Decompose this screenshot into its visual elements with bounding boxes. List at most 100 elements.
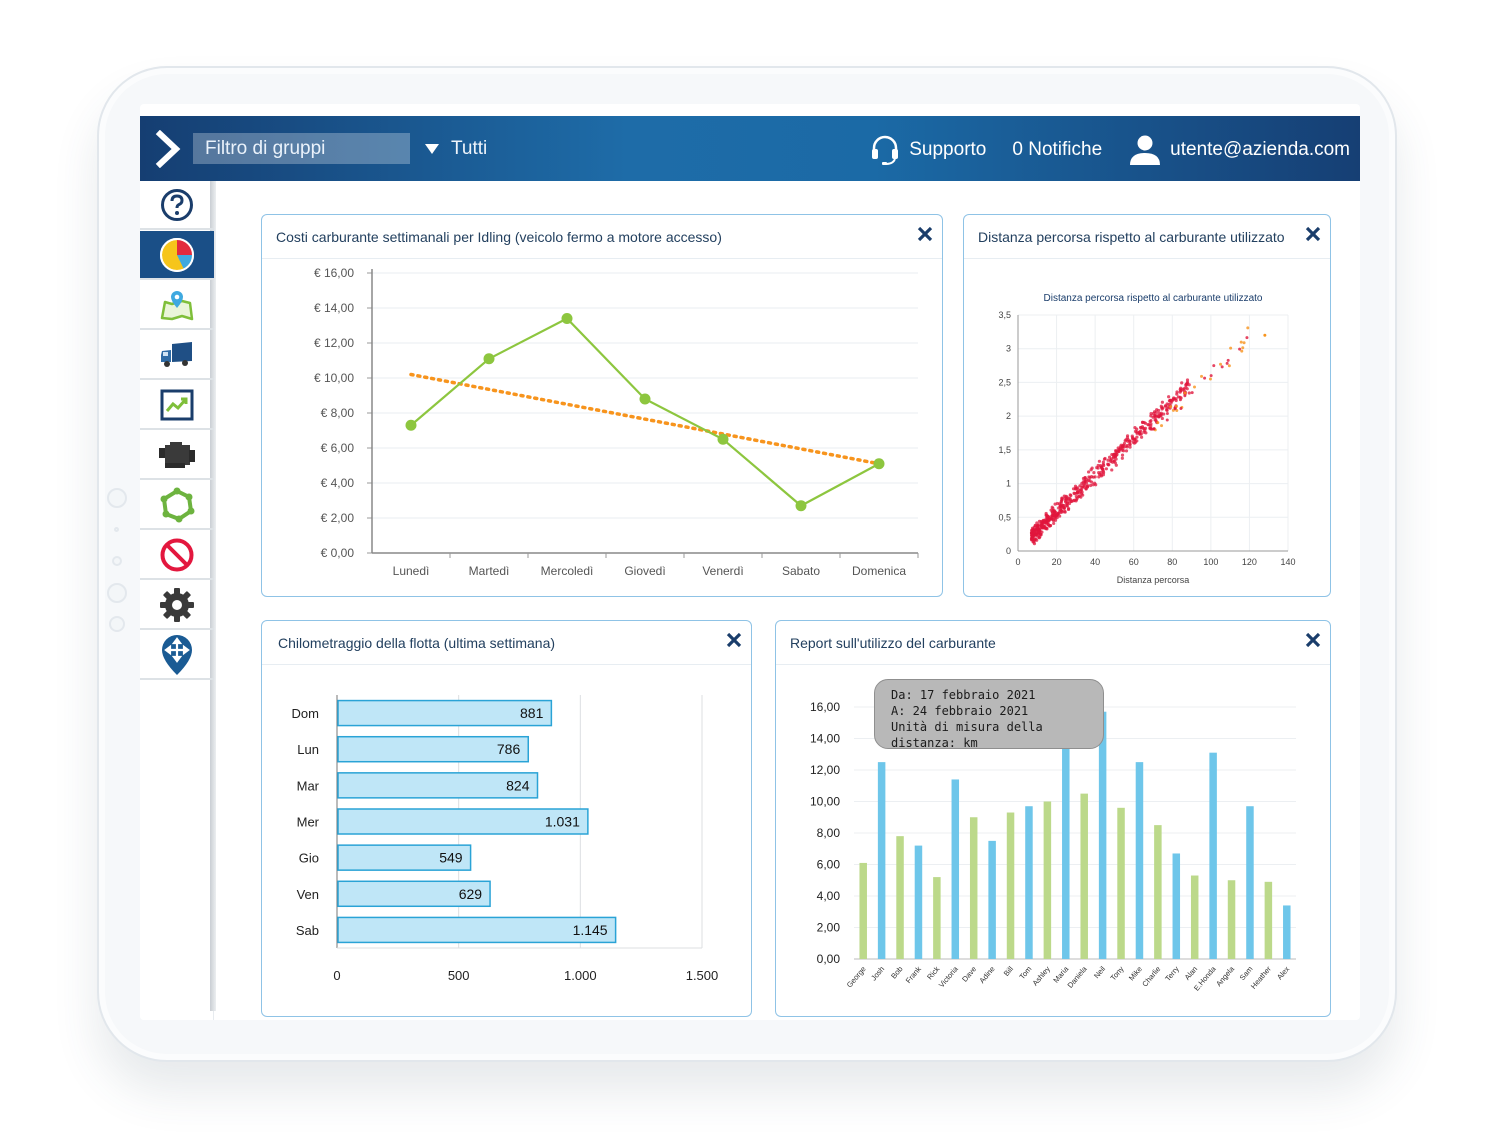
bar [337,772,539,799]
bar [1006,812,1015,959]
y-tick-label: € 0,00 [321,546,355,560]
x-tick-label: Josh [869,965,886,983]
series-line [410,317,880,508]
scatter-point [1074,499,1078,503]
scatter-point [1101,469,1105,473]
x-tick-label: 60 [1129,557,1139,567]
x-tick-label: Alex [1275,964,1291,981]
scatter-point [1138,432,1142,436]
x-tick-label: Terry [1163,964,1181,983]
x-tick-label: 20 [1052,557,1062,567]
scatter-point [1174,404,1178,408]
scatter-point [1149,419,1153,423]
sidebar-item-settings[interactable] [140,581,214,630]
group-filter-input[interactable]: Filtro di gruppi [193,133,410,164]
scatter-point [1178,390,1182,394]
scatter-point [1139,435,1144,439]
scatter-point [1055,501,1060,506]
support-label: Supporto [909,139,987,160]
scatter-point [1115,450,1119,454]
group-dropdown[interactable]: Tutti [425,133,487,164]
bar [337,735,530,763]
bar-value-label: 629 [459,886,483,902]
x-tick-label: 500 [448,968,470,983]
close-icon[interactable] [1304,225,1322,243]
panel-header: Costi carburante settimanali per Idling … [262,215,942,259]
scatter-point [1208,377,1212,381]
sidebar-item-map[interactable] [140,281,214,330]
scatter-point [1077,494,1082,498]
scatter-point [1149,422,1153,426]
bar [988,840,996,959]
scatter-point [1173,407,1177,411]
x-tick-label: Bob [889,965,904,981]
notifications-link[interactable]: 0 Notifiche [1012,139,1102,161]
support-link[interactable]: Supporto [869,134,986,166]
top-bar: Filtro di gruppi Tutti Supporto 0 Notifi… [140,116,1360,181]
scatter-point [1086,470,1091,474]
user-menu[interactable]: utente@azienda.com [1128,134,1350,166]
bar [1264,881,1273,959]
scatter-point [1062,506,1066,511]
scatter-point [1073,484,1078,488]
fleet-mileage-bar-chart: 0 500 1.000 1.500 Dom 881 Lun 786 Mar 824 Mer 1.031… [292,695,718,983]
scatter-point [1220,365,1224,369]
y-tick-label: 0 [1006,546,1011,556]
scatter-point [1125,434,1130,438]
scatter-point [1076,489,1080,494]
bar-value-label: 1.031 [545,814,580,830]
sidebar-item-help[interactable] [140,181,214,230]
scatter-point [1192,385,1196,389]
scatter-point [1149,427,1153,431]
scatter-point [1178,398,1182,402]
menu-toggle-chevron-icon[interactable] [154,130,184,168]
close-icon[interactable] [916,225,934,243]
sidebar-item-vehicles[interactable] [140,331,214,380]
bar [337,844,472,871]
sidebar-item-dashboard[interactable] [140,231,214,280]
bar [337,808,589,835]
sidebar-item-exceptions[interactable] [140,531,214,580]
headset-icon [872,135,899,165]
scatter-point [1074,487,1079,491]
x-tick-label: Angela [1214,964,1236,988]
scatter-point [1088,479,1092,483]
help-icon [161,188,193,221]
scatter-point [1219,362,1223,366]
scatter-point [1084,487,1088,491]
scatter-point [1043,519,1047,524]
sidebar-item-engine[interactable] [140,431,214,480]
scatter-point [1040,520,1045,525]
scatter-point [1160,416,1164,421]
scatter-point [1245,336,1249,340]
data-point [795,500,807,512]
scatter-point [1047,517,1051,522]
sidebar-item-navigation[interactable] [140,631,214,680]
distance-fuel-scatter-chart: Distanza percorsa rispetto al carburante… [998,293,1295,585]
scatter-point [1033,537,1037,541]
app-screen: Filtro di gruppi Tutti Supporto 0 Notifi… [140,104,1360,1020]
zone-polygon-icon [160,487,195,522]
scatter-point [1152,427,1156,431]
scatter-point [1130,434,1134,438]
top-right-menu: Supporto 0 Notifiche utente@azienda.com [843,133,1350,167]
tooltip-line: Unità di misura della distanza: km [891,720,1043,750]
sidebar-item-reports[interactable] [140,381,214,430]
scatter-point [1128,445,1132,449]
scatter-point [1156,421,1160,425]
scatter-point [1179,406,1183,410]
scatter-point [1083,480,1087,484]
scatter-point [1180,381,1184,385]
sidebar-item-zones[interactable] [140,481,214,530]
close-icon[interactable] [725,631,743,649]
y-tick-label: 14,00 [810,732,840,746]
scatter-point [1200,374,1204,378]
bar-value-label: 549 [439,850,463,866]
bar [1135,762,1144,959]
scatter-point [1165,408,1169,412]
panel-header: Report sull'utilizzo del carburante [776,621,1330,665]
category-label: Sab [296,923,319,938]
scatter-point [1092,471,1096,475]
scatter-point [1060,497,1064,501]
close-icon[interactable] [1304,631,1322,649]
